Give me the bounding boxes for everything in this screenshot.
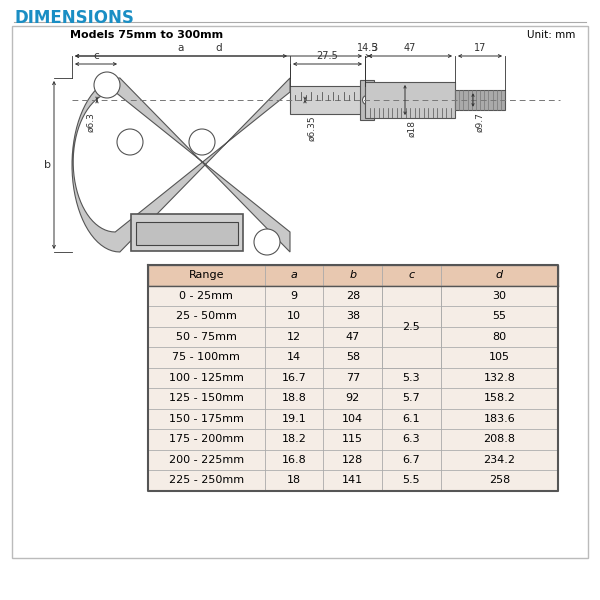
- Text: 16.7: 16.7: [282, 373, 307, 383]
- Text: DIMENSIONS: DIMENSIONS: [14, 9, 134, 27]
- Text: 18.2: 18.2: [282, 434, 307, 444]
- Text: Unit: mm: Unit: mm: [527, 30, 575, 40]
- Text: 6.3: 6.3: [403, 434, 420, 444]
- FancyBboxPatch shape: [148, 367, 558, 388]
- FancyBboxPatch shape: [365, 82, 455, 118]
- Polygon shape: [72, 78, 290, 252]
- Text: 27.5: 27.5: [317, 51, 338, 61]
- Text: ø18: ø18: [407, 120, 416, 137]
- Text: 158.2: 158.2: [484, 393, 515, 403]
- Text: 75 - 100mm: 75 - 100mm: [172, 352, 241, 362]
- Text: 47: 47: [404, 43, 416, 53]
- FancyBboxPatch shape: [148, 409, 558, 429]
- Text: a: a: [291, 270, 298, 280]
- Text: 104: 104: [342, 414, 364, 424]
- FancyBboxPatch shape: [148, 265, 558, 286]
- Circle shape: [189, 129, 215, 155]
- Text: a: a: [178, 43, 184, 53]
- FancyBboxPatch shape: [12, 26, 588, 558]
- FancyBboxPatch shape: [455, 90, 505, 110]
- Text: c: c: [409, 270, 415, 280]
- Text: ø6.35: ø6.35: [307, 115, 316, 140]
- Text: 100 - 125mm: 100 - 125mm: [169, 373, 244, 383]
- Text: ø9.7: ø9.7: [475, 112, 484, 132]
- FancyBboxPatch shape: [148, 449, 558, 470]
- FancyBboxPatch shape: [131, 214, 243, 251]
- Text: Range: Range: [188, 270, 224, 280]
- Text: 6.1: 6.1: [403, 414, 420, 424]
- Text: 175 - 200mm: 175 - 200mm: [169, 434, 244, 444]
- FancyBboxPatch shape: [148, 347, 558, 367]
- Text: 0 - 25mm: 0 - 25mm: [179, 291, 233, 301]
- FancyBboxPatch shape: [136, 222, 238, 245]
- Circle shape: [362, 95, 371, 104]
- FancyBboxPatch shape: [148, 326, 558, 347]
- Circle shape: [94, 72, 120, 98]
- Text: b: b: [44, 160, 51, 170]
- Text: 128: 128: [342, 455, 364, 465]
- Text: 47: 47: [346, 332, 360, 342]
- Text: 225 - 250mm: 225 - 250mm: [169, 475, 244, 485]
- FancyBboxPatch shape: [148, 429, 558, 449]
- Text: 14.5: 14.5: [357, 43, 378, 53]
- Text: 18.8: 18.8: [282, 393, 307, 403]
- Text: d: d: [496, 270, 503, 280]
- Text: c: c: [93, 51, 99, 61]
- Text: 92: 92: [346, 393, 360, 403]
- Text: 115: 115: [342, 434, 363, 444]
- Text: ø6.3: ø6.3: [86, 112, 95, 132]
- Text: 55: 55: [493, 311, 506, 321]
- FancyBboxPatch shape: [360, 80, 374, 120]
- Text: 16.8: 16.8: [282, 455, 307, 465]
- Text: 258: 258: [489, 475, 510, 485]
- Text: 17: 17: [474, 43, 486, 53]
- Text: 50 - 75mm: 50 - 75mm: [176, 332, 237, 342]
- Text: 5.5: 5.5: [403, 475, 420, 485]
- Text: 200 - 225mm: 200 - 225mm: [169, 455, 244, 465]
- FancyBboxPatch shape: [290, 97, 365, 103]
- Text: 208.8: 208.8: [484, 434, 515, 444]
- Circle shape: [254, 229, 280, 255]
- Text: 18: 18: [287, 475, 301, 485]
- Text: 14: 14: [287, 352, 301, 362]
- Text: 150 - 175mm: 150 - 175mm: [169, 414, 244, 424]
- Text: 105: 105: [489, 352, 510, 362]
- Text: b: b: [349, 270, 356, 280]
- Text: 5.3: 5.3: [403, 373, 420, 383]
- Text: 10: 10: [287, 311, 301, 321]
- Text: 30: 30: [493, 291, 506, 301]
- FancyBboxPatch shape: [148, 470, 558, 491]
- FancyBboxPatch shape: [148, 306, 558, 326]
- Text: Models 75mm to 300mm: Models 75mm to 300mm: [70, 30, 223, 40]
- FancyBboxPatch shape: [148, 388, 558, 409]
- Text: 12: 12: [287, 332, 301, 342]
- FancyBboxPatch shape: [382, 286, 441, 367]
- Text: 2.5: 2.5: [403, 322, 420, 331]
- Text: 38: 38: [346, 311, 360, 321]
- Text: 19.1: 19.1: [282, 414, 307, 424]
- Text: 234.2: 234.2: [484, 455, 515, 465]
- Text: 77: 77: [346, 373, 360, 383]
- Text: 125 - 150mm: 125 - 150mm: [169, 393, 244, 403]
- Text: 141: 141: [342, 475, 364, 485]
- Text: 58: 58: [346, 352, 360, 362]
- Text: 183.6: 183.6: [484, 414, 515, 424]
- Text: 6.7: 6.7: [403, 455, 420, 465]
- Text: 25 - 50mm: 25 - 50mm: [176, 311, 237, 321]
- Text: 80: 80: [493, 332, 506, 342]
- Text: d: d: [215, 43, 222, 53]
- Text: 28: 28: [346, 291, 360, 301]
- FancyBboxPatch shape: [148, 286, 558, 306]
- Text: 5.7: 5.7: [403, 393, 420, 403]
- Text: 9: 9: [290, 291, 298, 301]
- FancyBboxPatch shape: [290, 86, 365, 114]
- Text: 132.8: 132.8: [484, 373, 515, 383]
- Circle shape: [117, 129, 143, 155]
- Text: 3: 3: [371, 43, 377, 53]
